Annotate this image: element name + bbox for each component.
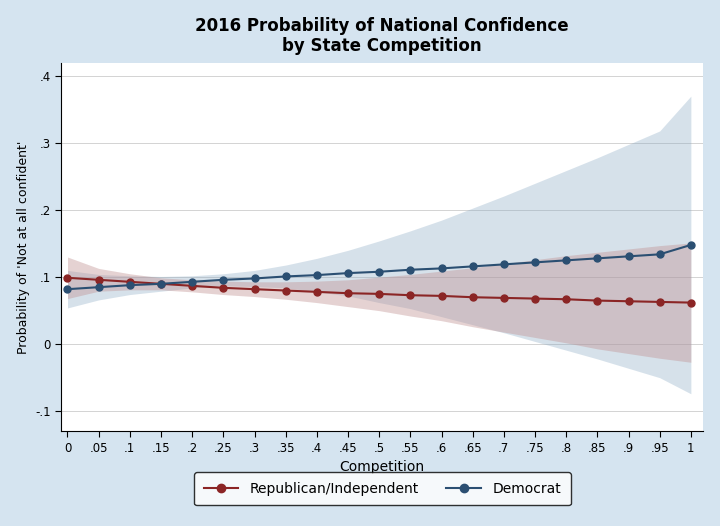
Y-axis label: Probability of 'Not at all confident': Probability of 'Not at all confident' — [17, 140, 30, 353]
Title: 2016 Probability of National Confidence
by State Competition: 2016 Probability of National Confidence … — [196, 17, 569, 55]
X-axis label: Competition: Competition — [340, 460, 425, 474]
Legend: Republican/Independent, Democrat: Republican/Independent, Democrat — [194, 472, 571, 505]
